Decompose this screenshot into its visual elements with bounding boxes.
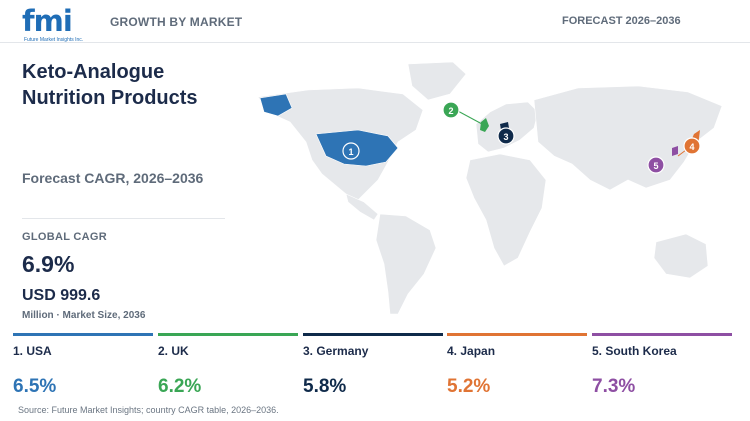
uk-label: 2. UK xyxy=(158,344,189,358)
title-line-1: Keto-Analogue xyxy=(22,61,165,83)
market-size-value: USD 999.6 xyxy=(22,287,101,304)
logo-wordmark: fmi xyxy=(22,4,73,38)
market-size-note: Million · Market Size, 2036 xyxy=(22,310,146,321)
header: fmi Future Market Insights Inc. GROWTH B… xyxy=(0,0,750,43)
south-korea-cagr-value: 7.3% xyxy=(592,376,636,397)
country-column-south-korea: 5. South Korea 7.3% xyxy=(592,333,732,397)
global-cagr-label: GLOBAL CAGR xyxy=(22,231,107,243)
forecast-cagr-label: Forecast CAGR, 2026–2036 xyxy=(22,170,204,186)
marker-uk-label: 2 xyxy=(448,106,453,116)
uk-cagr-value: 6.2% xyxy=(158,376,202,397)
uk-region xyxy=(480,118,489,132)
alaska-region xyxy=(259,93,293,117)
source-note: Source: Future Market Insights; country … xyxy=(18,405,279,415)
country-column-usa: 1. USA 6.5% xyxy=(13,333,153,397)
marker-germany-label: 3 xyxy=(503,132,508,142)
usa-color-bar xyxy=(13,333,153,336)
usa-cagr-value: 6.5% xyxy=(13,376,57,397)
country-column-uk: 2. UK 6.2% xyxy=(158,333,298,397)
uk-leader-line xyxy=(455,109,483,125)
marker-south-korea: 5 xyxy=(647,156,665,174)
germany-label: 3. Germany xyxy=(303,344,369,358)
germany-cagr-value: 5.8% xyxy=(303,376,347,397)
marker-usa-label: 1 xyxy=(348,147,353,157)
africa-landmass xyxy=(465,153,547,267)
forecast-period-label: FORECAST 2026–2036 xyxy=(562,15,681,27)
marker-south-korea-label: 5 xyxy=(653,161,658,171)
australia-landmass xyxy=(653,233,709,279)
marker-japan-label: 4 xyxy=(689,142,694,152)
title-line-2: Nutrition Products xyxy=(22,87,198,109)
world-map: 1 2 3 4 5 xyxy=(257,61,723,315)
japan-color-bar xyxy=(447,333,587,336)
greenland-landmass xyxy=(407,61,467,101)
germany-color-bar xyxy=(303,333,443,336)
asia-landmass xyxy=(533,85,723,191)
fmi-logo[interactable]: fmi Future Market Insights Inc. xyxy=(22,6,94,46)
country-column-japan: 4. Japan 5.2% xyxy=(447,333,587,397)
central-america-landmass xyxy=(345,193,379,221)
uk-color-bar xyxy=(158,333,298,336)
country-column-germany: 3. Germany 5.8% xyxy=(303,333,443,397)
marker-uk: 2 xyxy=(442,101,460,119)
usa-label: 1. USA xyxy=(13,344,52,358)
japan-cagr-value: 5.2% xyxy=(447,376,491,397)
japan-label: 4. Japan xyxy=(447,344,496,358)
marker-japan: 4 xyxy=(683,137,701,155)
marker-germany: 3 xyxy=(497,127,515,145)
south-america-landmass xyxy=(375,213,437,315)
south-korea-label: 5. South Korea xyxy=(592,344,677,358)
report-title: Keto-Analogue Nutrition Products xyxy=(22,59,262,111)
south-korea-color-bar xyxy=(592,333,732,336)
marker-usa: 1 xyxy=(342,142,360,160)
divider xyxy=(22,218,225,219)
south-korea-region xyxy=(672,146,678,156)
logo-subtext: Future Market Insights Inc. xyxy=(24,37,84,43)
global-cagr-value: 6.9% xyxy=(22,251,75,277)
growth-by-market-label: GROWTH BY MARKET xyxy=(110,15,243,29)
